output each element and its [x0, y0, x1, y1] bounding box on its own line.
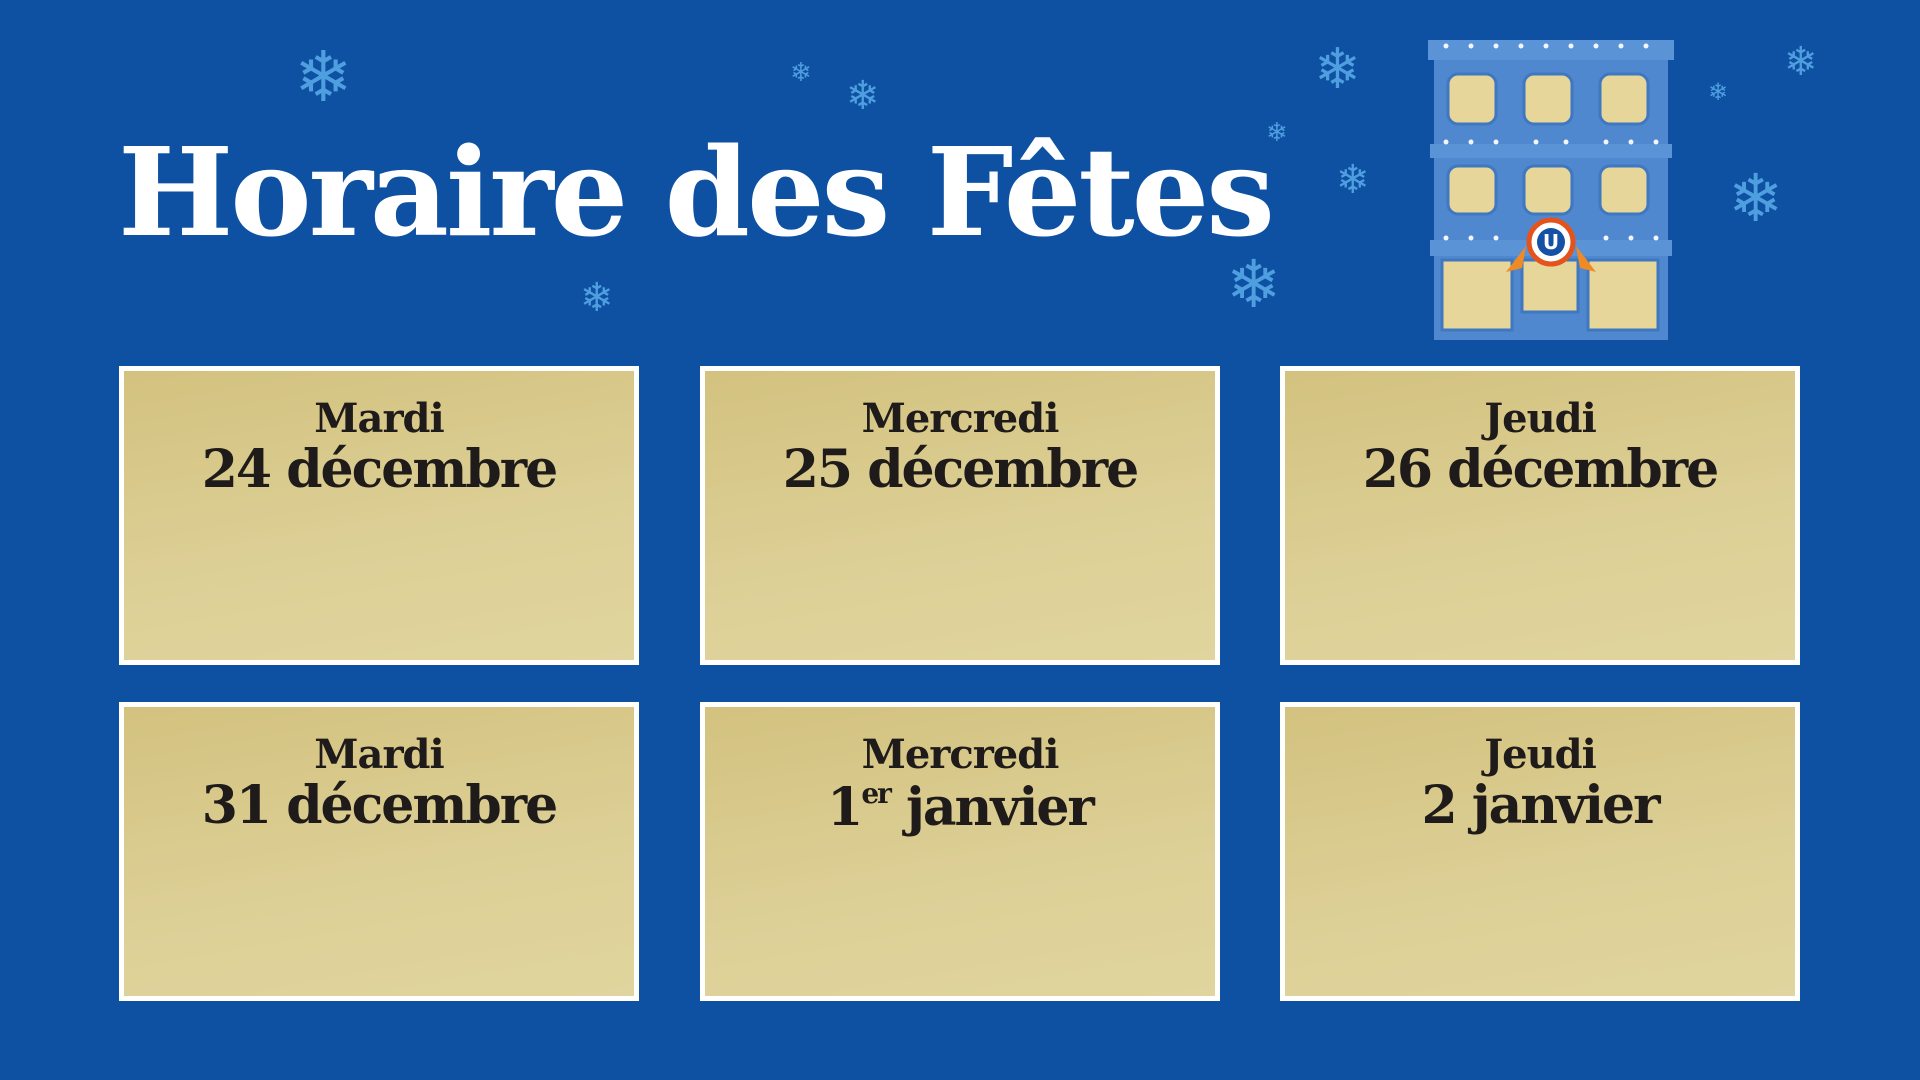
snowflake-icon: ❄	[1226, 246, 1282, 323]
card-date: 26 décembre	[1362, 439, 1720, 500]
card-date: 2 janvier	[1421, 775, 1660, 836]
snowflake-icon: ❄	[1266, 118, 1288, 148]
card-day: Mercredi	[861, 395, 1060, 442]
schedule-card: Jeudi 26 décembre	[1280, 366, 1800, 665]
date-number: 1	[827, 777, 863, 838]
card-date: 31 décembre	[201, 775, 559, 836]
snowflake-icon: ❄	[294, 36, 353, 118]
logo-letter: U	[1543, 230, 1559, 254]
card-day: Mardi	[314, 731, 444, 778]
snowflake-icon: ❄	[1314, 37, 1361, 102]
snowflake-icon: ❄	[846, 73, 880, 119]
store-building-illustration: U	[1428, 40, 1674, 340]
snowflake-icon: ❄	[1708, 78, 1729, 106]
card-day: Mardi	[314, 395, 444, 442]
snowflake-icon: ❄	[1784, 39, 1818, 85]
snowflake-icon: ❄	[1728, 160, 1784, 237]
card-date: 1er janvier	[705, 780, 1215, 834]
date-month: janvier	[889, 777, 1095, 838]
schedule-card: Mercredi 25 décembre	[700, 366, 1220, 665]
schedule-card: Mercredi 1er janvier	[700, 702, 1220, 1001]
page-title: Horaire des Fêtes	[118, 120, 1275, 264]
snowflake-icon: ❄	[1336, 157, 1370, 203]
date-ordinal: er	[861, 777, 892, 810]
schedule-card: Mardi 31 décembre	[119, 702, 639, 1001]
snowflake-icon: ❄	[790, 58, 812, 88]
card-date: 25 décembre	[782, 439, 1140, 500]
snowflake-icon: ❄	[580, 275, 614, 321]
schedule-card: Jeudi 2 janvier	[1280, 702, 1800, 1001]
card-day: Mercredi	[861, 731, 1060, 778]
card-day: Jeudi	[1484, 731, 1597, 778]
card-date: 24 décembre	[201, 439, 559, 500]
schedule-card: Mardi 24 décembre	[119, 366, 639, 665]
card-day: Jeudi	[1484, 395, 1597, 442]
